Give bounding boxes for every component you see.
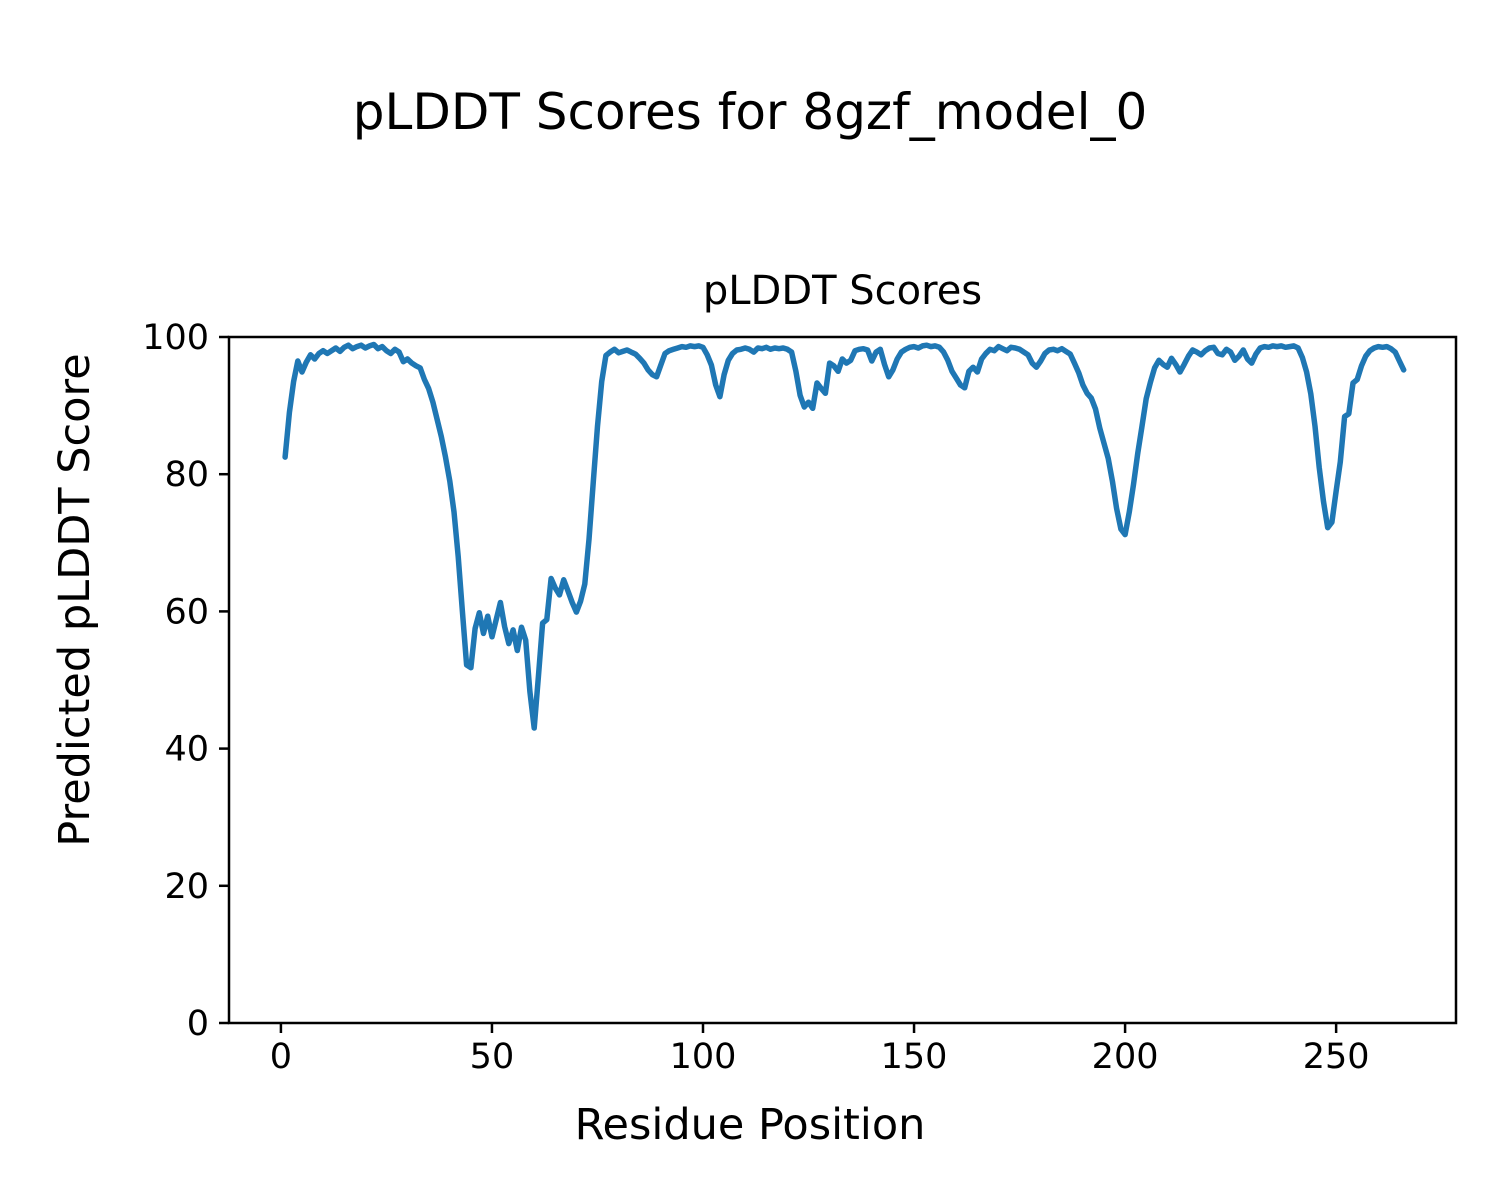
y-axis-label: Predicted pLDDT Score: [50, 353, 100, 847]
y-tick-label: 20: [164, 867, 209, 907]
y-tick-label: 60: [164, 592, 209, 632]
x-axis-label: Residue Position: [574, 1100, 926, 1150]
y-tick-label: 80: [164, 455, 209, 495]
figure-suptitle: pLDDT Scores for 8gzf_model_0: [352, 83, 1148, 141]
x-tick-label: 200: [1092, 1037, 1159, 1077]
x-tick-label: 100: [670, 1037, 737, 1077]
plddt-line-series: [282, 341, 1407, 731]
x-tick-label: 250: [1303, 1037, 1370, 1077]
axis-tick-labels: 0 50 100 150 200 250 0 20 40 60 80 100: [142, 318, 1369, 1077]
y-tick-label: 0: [187, 1004, 209, 1044]
x-tick-label: 0: [270, 1037, 292, 1077]
y-tick-label: 100: [142, 318, 209, 358]
x-tick-label: 150: [881, 1037, 948, 1077]
axis-ticks: [219, 335, 1338, 1033]
axes-title: pLDDT Scores: [702, 268, 983, 314]
y-tick-label: 40: [164, 730, 209, 770]
axes-box: [227, 335, 1458, 1025]
x-tick-label: 50: [470, 1037, 515, 1077]
